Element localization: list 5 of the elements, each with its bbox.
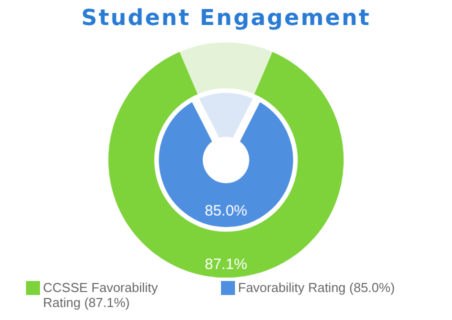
data-label: 85.0% <box>204 202 248 220</box>
data-label: 87.1% <box>204 256 248 273</box>
legend-label: Favorability Rating (85.0%) <box>238 280 395 295</box>
chart-title: Student Engagement <box>80 6 372 31</box>
legend-label: CCSSE Favorability Rating (87.1%) <box>43 280 159 310</box>
